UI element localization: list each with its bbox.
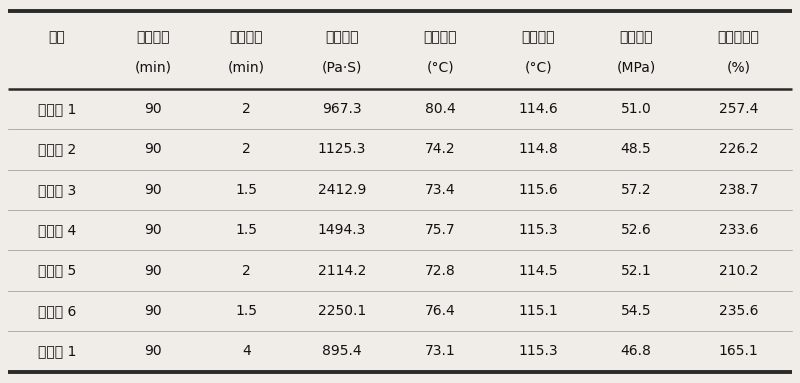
Text: 48.5: 48.5: [621, 142, 651, 156]
Text: 90: 90: [144, 304, 162, 318]
Text: 2114.2: 2114.2: [318, 264, 366, 278]
Text: 2: 2: [242, 142, 250, 156]
Text: 4: 4: [242, 344, 250, 358]
Text: 114.8: 114.8: [518, 142, 558, 156]
Text: 90: 90: [144, 264, 162, 278]
Text: 115.1: 115.1: [518, 304, 558, 318]
Text: 2: 2: [242, 102, 250, 116]
Text: 57.2: 57.2: [621, 183, 651, 197]
Text: 样品: 样品: [49, 30, 66, 44]
Text: 210.2: 210.2: [718, 264, 758, 278]
Text: 聚合时间: 聚合时间: [230, 30, 263, 44]
Text: 90: 90: [144, 142, 162, 156]
Text: 实施例 6: 实施例 6: [38, 304, 76, 318]
Text: 226.2: 226.2: [718, 142, 758, 156]
Text: (MPa): (MPa): [617, 60, 656, 74]
Text: 实施例 4: 实施例 4: [38, 223, 76, 237]
Text: 熔融温度: 熔融温度: [522, 30, 555, 44]
Text: 73.4: 73.4: [425, 183, 455, 197]
Text: 90: 90: [144, 223, 162, 237]
Text: 90: 90: [144, 183, 162, 197]
Text: 238.7: 238.7: [718, 183, 758, 197]
Text: 2412.9: 2412.9: [318, 183, 366, 197]
Text: 实施例 3: 实施例 3: [38, 183, 76, 197]
Text: 75.7: 75.7: [425, 223, 455, 237]
Text: 实施例 1: 实施例 1: [38, 102, 76, 116]
Text: 51.0: 51.0: [621, 102, 651, 116]
Text: 54.5: 54.5: [621, 304, 651, 318]
Text: 72.8: 72.8: [425, 264, 455, 278]
Text: 115.6: 115.6: [518, 183, 558, 197]
Text: 1.5: 1.5: [235, 304, 258, 318]
Text: 实施例 2: 实施例 2: [38, 142, 76, 156]
Text: 895.4: 895.4: [322, 344, 362, 358]
Text: (min): (min): [134, 60, 171, 74]
Text: 1125.3: 1125.3: [318, 142, 366, 156]
Text: 233.6: 233.6: [718, 223, 758, 237]
Text: 76.4: 76.4: [425, 304, 455, 318]
Text: (°C): (°C): [524, 60, 552, 74]
Text: 零切粘度: 零切粘度: [326, 30, 359, 44]
Text: 1.5: 1.5: [235, 183, 258, 197]
Text: 2: 2: [242, 264, 250, 278]
Text: 80.4: 80.4: [425, 102, 455, 116]
Text: 52.1: 52.1: [621, 264, 651, 278]
Text: 断裂伸长率: 断裂伸长率: [718, 30, 759, 44]
Text: 90: 90: [144, 102, 162, 116]
Text: 115.3: 115.3: [518, 344, 558, 358]
Text: 1494.3: 1494.3: [318, 223, 366, 237]
Text: 1.5: 1.5: [235, 223, 258, 237]
Text: 235.6: 235.6: [718, 304, 758, 318]
Text: 实施例 5: 实施例 5: [38, 264, 76, 278]
Text: 拉伸强度: 拉伸强度: [619, 30, 653, 44]
Text: 52.6: 52.6: [621, 223, 651, 237]
Text: 比较例 1: 比较例 1: [38, 344, 76, 358]
Text: 115.3: 115.3: [518, 223, 558, 237]
Text: 114.5: 114.5: [518, 264, 558, 278]
Text: 酯化时间: 酯化时间: [136, 30, 170, 44]
Text: 46.8: 46.8: [621, 344, 651, 358]
Text: (%): (%): [726, 60, 750, 74]
Text: 257.4: 257.4: [719, 102, 758, 116]
Text: 90: 90: [144, 344, 162, 358]
Text: 2250.1: 2250.1: [318, 304, 366, 318]
Text: 74.2: 74.2: [425, 142, 455, 156]
Text: (min): (min): [228, 60, 265, 74]
Text: (Pa·S): (Pa·S): [322, 60, 362, 74]
Text: (°C): (°C): [426, 60, 454, 74]
Text: 73.1: 73.1: [425, 344, 455, 358]
Text: 114.6: 114.6: [518, 102, 558, 116]
Text: 967.3: 967.3: [322, 102, 362, 116]
Text: 165.1: 165.1: [718, 344, 758, 358]
Text: 结晶温度: 结晶温度: [423, 30, 457, 44]
